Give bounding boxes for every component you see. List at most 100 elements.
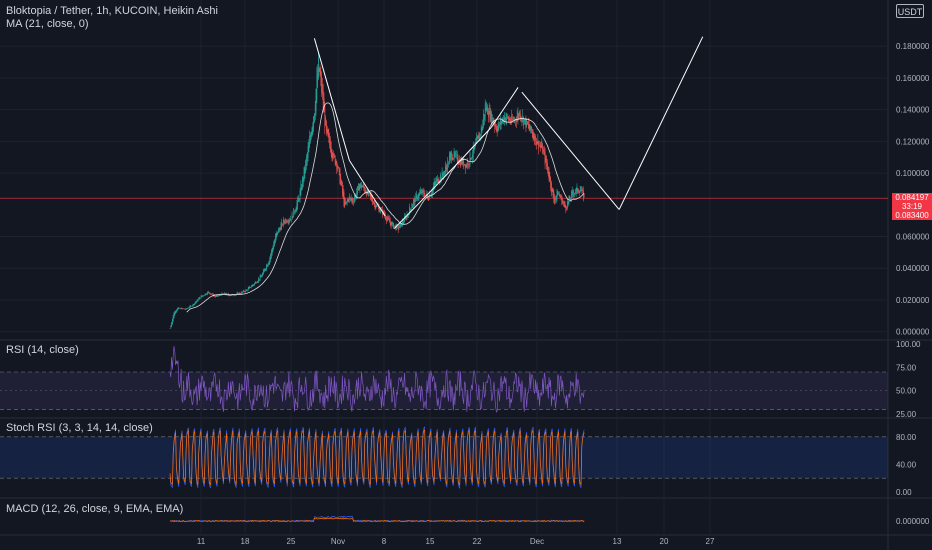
candle-body xyxy=(527,122,529,126)
candle-body xyxy=(285,219,287,223)
candle-body xyxy=(366,189,368,194)
candle-body xyxy=(439,180,441,182)
candle-body xyxy=(314,113,315,123)
candle-body xyxy=(346,200,348,203)
candle-body xyxy=(579,191,580,194)
price-tick-label: 0.020000 xyxy=(896,296,930,305)
candle-body xyxy=(237,292,239,294)
candle-body xyxy=(319,69,321,76)
candle-body xyxy=(436,177,438,181)
candle-body xyxy=(323,98,325,113)
candle-body xyxy=(295,208,297,212)
candle-body xyxy=(538,141,540,149)
candle-body xyxy=(540,145,542,148)
candle-body xyxy=(223,293,224,295)
time-tick-label: 22 xyxy=(473,537,482,546)
candle-body xyxy=(378,206,380,213)
candle-body xyxy=(389,218,390,223)
candle-body xyxy=(353,197,355,202)
candle-body xyxy=(476,137,477,145)
candle-body xyxy=(207,291,209,293)
trendline xyxy=(491,87,519,128)
candle-body xyxy=(178,307,180,309)
candle-body xyxy=(208,292,210,294)
candle-body xyxy=(522,115,524,120)
candle-body xyxy=(518,115,520,117)
candle-body xyxy=(291,213,293,220)
candle-body xyxy=(534,136,536,144)
candle-body xyxy=(298,197,299,202)
candle-body xyxy=(505,118,507,120)
candle-body xyxy=(185,308,187,310)
candle-body xyxy=(204,293,206,296)
candle-body xyxy=(526,119,528,124)
candle-body xyxy=(270,254,271,261)
candle-body xyxy=(169,328,171,330)
candle-body xyxy=(329,135,330,145)
trendline-drawings[interactable] xyxy=(313,36,704,229)
candle-body xyxy=(533,134,535,139)
candle-body xyxy=(280,224,282,230)
candle-body xyxy=(555,198,556,200)
candle-body xyxy=(542,145,544,154)
candle-body xyxy=(262,272,263,277)
candle-body xyxy=(572,192,574,194)
candle-body xyxy=(289,220,291,222)
candle-body xyxy=(252,284,254,286)
candle-body xyxy=(395,225,397,231)
candle-body xyxy=(476,136,478,141)
candle-body xyxy=(481,128,483,132)
price-tick-label: 0.180000 xyxy=(896,42,930,51)
candle-body xyxy=(556,189,558,198)
candle-body xyxy=(431,192,433,196)
candle-body xyxy=(369,192,371,197)
candle-body xyxy=(496,128,498,133)
candle-body xyxy=(377,205,378,207)
price-axis[interactable]: 0.180000 0.160000 0.140000 0.120000 0.100000… xyxy=(896,42,930,526)
candle-body xyxy=(571,191,572,199)
candle-body xyxy=(226,293,228,295)
candle-body xyxy=(268,261,270,265)
candle-body xyxy=(344,199,346,205)
candle-body xyxy=(186,308,188,310)
candle-body xyxy=(478,136,480,140)
candle-body xyxy=(441,170,443,179)
candle-body xyxy=(327,129,329,137)
candle-body xyxy=(551,182,552,193)
candle-body xyxy=(227,293,228,295)
candle-body xyxy=(581,188,583,191)
candle-body xyxy=(444,166,446,173)
time-axis[interactable]: 11 18 25 Nov 8 15 22 Dec 13 20 27 xyxy=(197,537,715,546)
ma-polyline xyxy=(186,102,585,313)
candle-body xyxy=(438,180,440,183)
candle-body xyxy=(570,198,571,200)
candle-body xyxy=(330,140,331,152)
candle-body xyxy=(456,154,458,163)
candle-body xyxy=(257,281,259,283)
rsi-tick-label: 50.00 xyxy=(896,387,917,396)
candle-body xyxy=(477,135,479,139)
candle-body xyxy=(468,163,469,165)
candle-body xyxy=(251,286,252,288)
candle-body xyxy=(214,295,216,297)
candle-body xyxy=(298,199,300,201)
candle-body xyxy=(236,293,238,295)
candle-body xyxy=(200,295,202,298)
rsi-tick-label: 100.00 xyxy=(896,340,921,349)
candle-body xyxy=(419,192,421,196)
candle-body xyxy=(446,168,448,170)
candle-body xyxy=(297,197,299,207)
candle-body xyxy=(403,221,405,223)
candle-body xyxy=(358,187,360,191)
candle-body xyxy=(456,153,457,155)
candle-body xyxy=(171,322,172,327)
candle-body xyxy=(256,282,258,283)
candle-body xyxy=(541,143,543,147)
currency-button[interactable]: USDT xyxy=(896,4,924,18)
candle-body xyxy=(170,325,172,329)
price-tick-label: 0.160000 xyxy=(896,74,930,83)
candle-body xyxy=(528,123,530,129)
candle-body xyxy=(195,301,197,303)
